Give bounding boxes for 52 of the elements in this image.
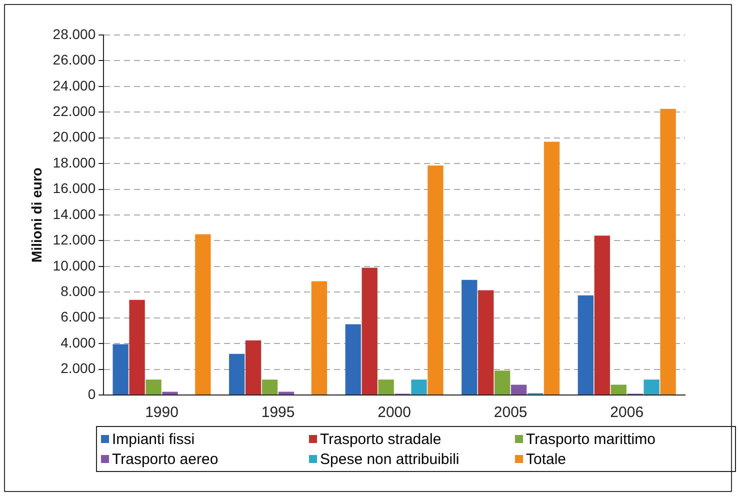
bar [578,295,594,394]
bar [462,280,478,394]
bar [378,380,394,394]
bar [594,236,610,394]
legend-label: Totale [525,450,568,469]
y-tick-label: 4.000 [60,334,96,350]
bar [494,370,510,394]
bar [362,268,378,394]
legend-label: Spese non attribuibili [319,450,460,469]
bar [644,380,660,394]
bar [129,300,145,394]
legend-label: Trasporto stradale [319,430,442,449]
bar [195,234,211,394]
x-tick-label: 2006 [610,404,644,422]
y-tick-label: 20.000 [52,128,96,145]
bar [229,354,245,394]
legend-label: Trasporto aereo [111,450,220,469]
y-tick-label: 10.000 [52,257,96,274]
y-tick-label: 16.000 [52,180,96,196]
bar [146,380,162,394]
y-axis-title: Milioni di euro [28,168,44,262]
bar [246,340,262,394]
y-tick-label: 6.000 [60,308,96,325]
legend-label: Trasporto marittimo [525,430,656,449]
bar [112,344,128,394]
bar [278,392,294,394]
bar [162,392,178,394]
y-tick-label: 22.000 [52,103,96,119]
y-tick-label: 24.000 [52,77,96,94]
y-tick-label: 18.000 [52,154,96,170]
y-tick-label: 26.000 [52,52,96,68]
legend-label: Impianti fissi [111,430,196,449]
bar [428,166,444,394]
bar [262,380,278,394]
bar [311,281,328,394]
bar [544,142,560,394]
y-tick-label: 28.000 [52,26,96,42]
y-tick-label: 2.000 [60,360,96,376]
y-tick-label: 12.000 [52,232,96,248]
x-tick-label: 1990 [145,404,178,422]
bar [511,384,527,394]
x-tick-label: 2000 [378,404,411,422]
y-tick-label: 14.000 [52,206,96,222]
bar [411,380,427,394]
y-tick-label: 8.000 [60,283,96,299]
bar [345,324,361,394]
y-tick-label: 0 [88,386,96,402]
x-tick-label: 2005 [494,404,528,422]
bar [610,384,626,394]
x-tick-label: 1995 [261,404,295,422]
bar [660,108,676,394]
bar [478,290,494,394]
